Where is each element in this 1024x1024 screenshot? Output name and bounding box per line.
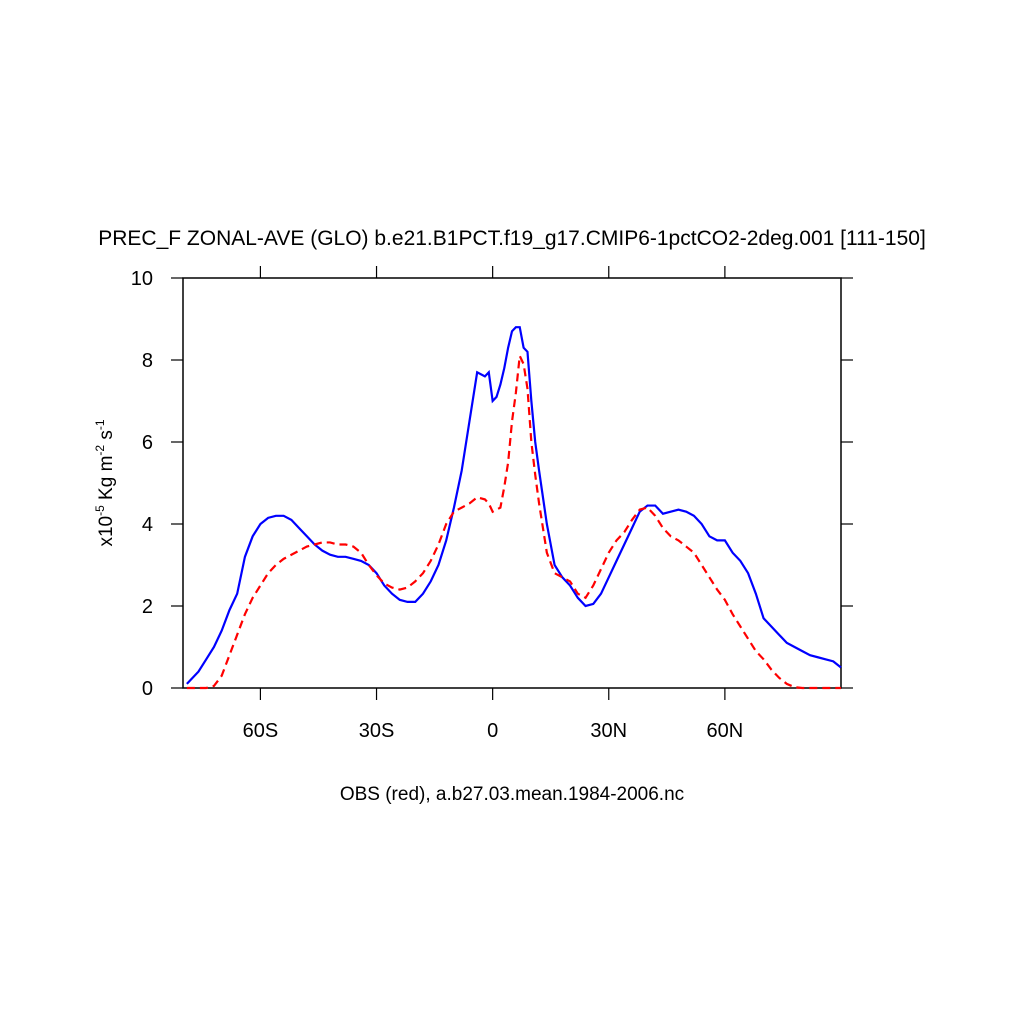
x-tick-label: 60S xyxy=(243,720,279,742)
y-axis-label-part: -2 xyxy=(93,445,107,456)
y-axis-label: x10-5 Kg m-2 s-1 xyxy=(93,419,117,546)
y-axis-label-part: -5 xyxy=(93,505,107,516)
x-tick-label: 60N xyxy=(707,720,744,742)
y-tick-label: 10 xyxy=(131,268,153,290)
y-axis-label-part: -1 xyxy=(93,419,107,430)
data-line xyxy=(186,326,842,685)
y-tick-label: 4 xyxy=(142,514,153,536)
y-axis-label-part: s xyxy=(96,430,117,445)
data-line xyxy=(186,351,841,690)
x-axis-label: OBS (red), a.b27.03.mean.1984-2006.nc xyxy=(340,784,684,805)
y-tick-label: 0 xyxy=(142,678,153,700)
plot-frame xyxy=(182,277,842,689)
y-axis-label-part: Kg m xyxy=(96,456,117,506)
x-tick-label: 0 xyxy=(487,720,498,742)
y-axis-label-part: x10 xyxy=(96,516,117,547)
y-tick-label: 2 xyxy=(142,596,153,618)
y-tick-label: 6 xyxy=(142,432,153,454)
y-tick-label: 8 xyxy=(142,350,153,372)
chart-title: PREC_F ZONAL-AVE (GLO) b.e21.B1PCT.f19_g… xyxy=(98,227,926,250)
x-tick-label: 30N xyxy=(590,720,627,742)
x-tick-label: 30S xyxy=(359,720,395,742)
